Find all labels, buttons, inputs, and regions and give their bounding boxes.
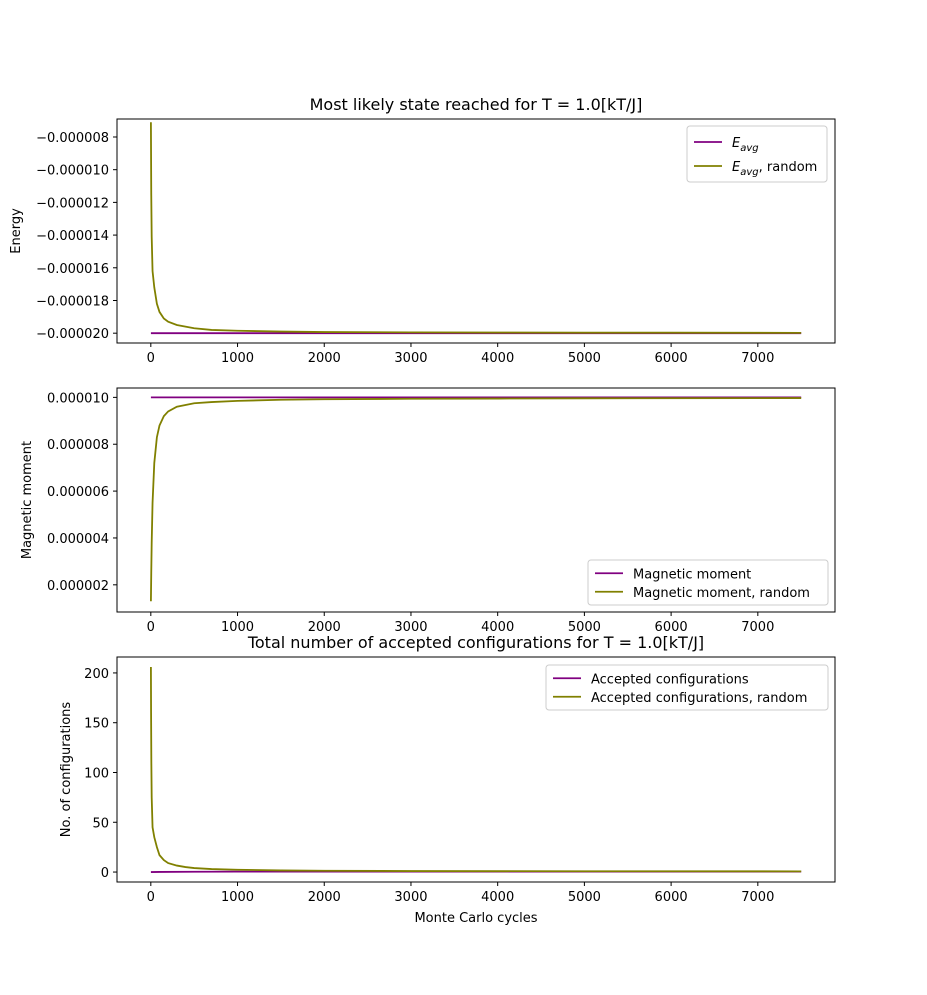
x-tick-label: 2000 [308, 890, 341, 905]
chart-title: Total number of accepted configurations … [247, 633, 704, 652]
y-tick-label: −0.000008 [36, 131, 109, 146]
x-axis-label: Monte Carlo cycles [414, 911, 537, 926]
y-axis-label: No. of configurations [59, 702, 74, 838]
y-axis-label: Magnetic moment [20, 441, 35, 559]
x-tick-label: 1000 [221, 351, 254, 366]
x-tick-label: 0 [147, 351, 155, 366]
y-tick-label: 0 [101, 866, 109, 881]
y-tick-label: 100 [84, 766, 109, 781]
x-tick-label: 6000 [655, 890, 688, 905]
x-tick-label: 5000 [568, 890, 601, 905]
y-tick-label: 50 [92, 816, 109, 831]
x-tick-label: 4000 [481, 351, 514, 366]
y-tick-label: 0.000004 [47, 532, 109, 547]
x-tick-label: 3000 [394, 351, 427, 366]
panel-1: 0 1000 2000 3000 4000 5000 6000 7000 −0.000008 −0… [9, 95, 835, 366]
x-tick-label: 5000 [568, 351, 601, 366]
x-tick-label: 7000 [741, 620, 774, 635]
y-tick-label: −0.000012 [36, 196, 109, 211]
legend-label: Accepted configurations [591, 672, 749, 687]
y-tick-label: 150 [84, 717, 109, 732]
x-tick-label: 3000 [394, 890, 427, 905]
y-tick-label: −0.000010 [36, 164, 109, 179]
x-tick-label: 7000 [741, 351, 774, 366]
x-tick-label: 0 [147, 890, 155, 905]
x-tick-label: 2000 [308, 351, 341, 366]
y-tick-label: 0.000006 [47, 485, 109, 500]
y-tick-label: 0.000010 [47, 391, 109, 406]
x-tick-label: 4000 [481, 890, 514, 905]
x-tick-label: 6000 [655, 351, 688, 366]
chart-title: Most likely state reached for T = 1.0[kT… [310, 95, 643, 114]
legend-label: Accepted configurations, random [591, 691, 807, 706]
y-axis-label: Energy [9, 208, 24, 254]
panel-3: 0 1000 2000 3000 4000 5000 6000 7000 0 50 100 150 20… [59, 633, 835, 926]
y-tick-label: 200 [84, 667, 109, 682]
legend-label: Magnetic moment [633, 567, 751, 582]
y-tick-label: −0.000016 [36, 262, 109, 277]
x-tick-label: 1000 [221, 890, 254, 905]
y-tick-label: 0.000008 [47, 438, 109, 453]
legend-label: Magnetic moment, random [633, 586, 810, 601]
x-tick-label: 7000 [741, 890, 774, 905]
y-tick-label: 0.000002 [47, 579, 109, 594]
y-tick-label: −0.000018 [36, 294, 109, 309]
y-tick-label: −0.000020 [36, 327, 109, 342]
y-tick-label: −0.000014 [36, 229, 109, 244]
x-tick-label: 0 [147, 620, 155, 635]
